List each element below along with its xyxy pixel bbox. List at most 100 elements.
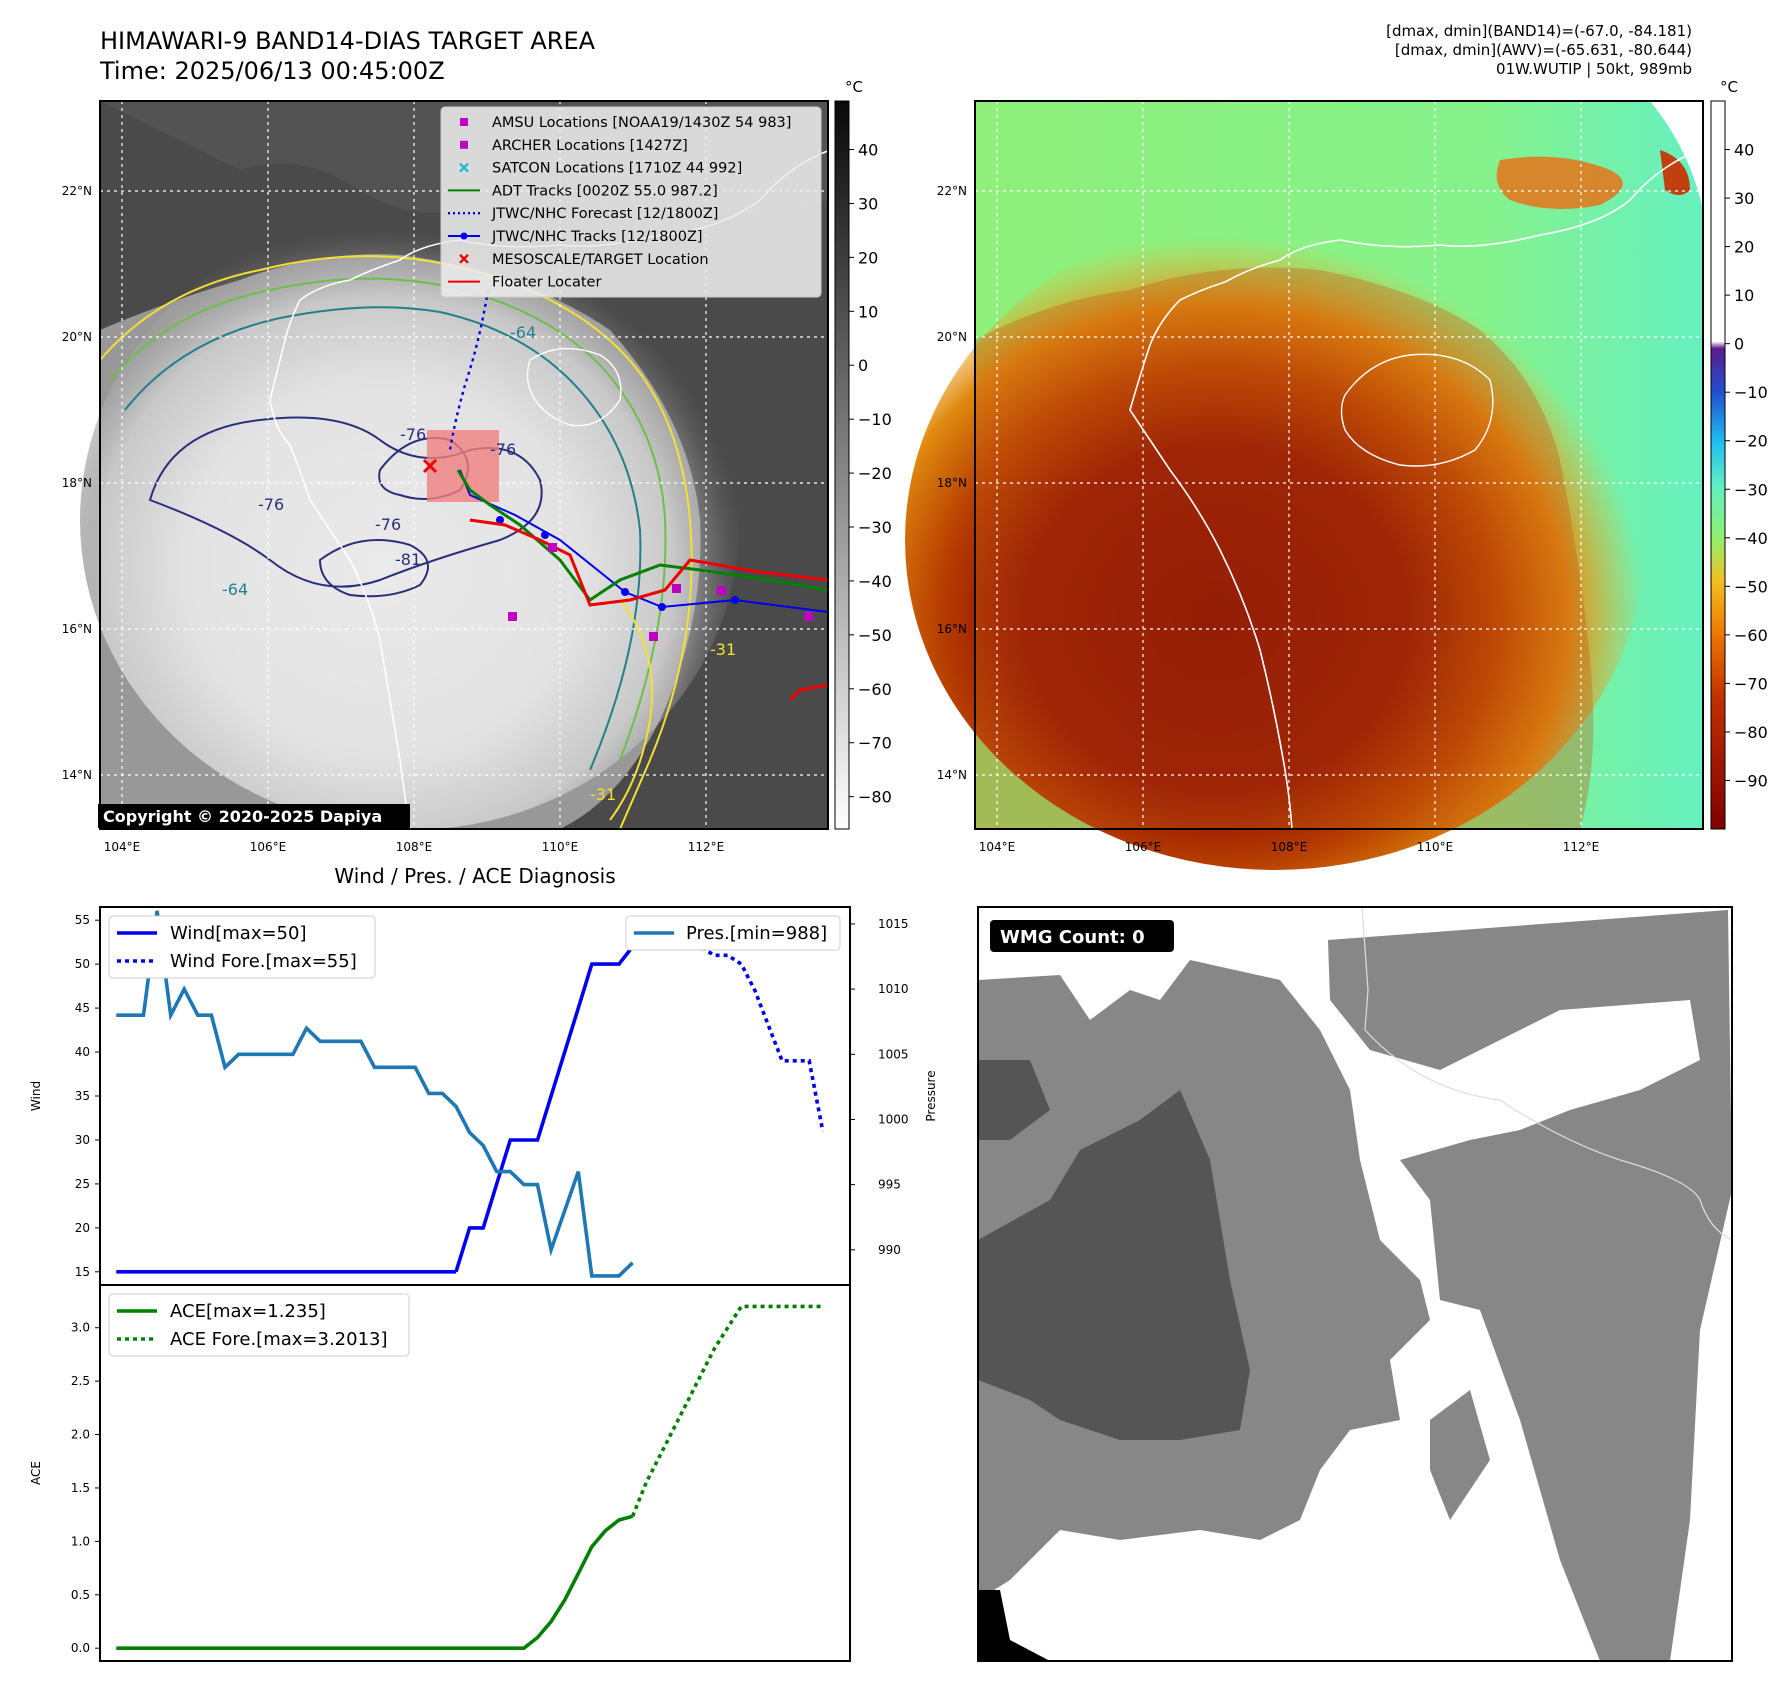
ir-colorbar-ticks: 40 30 20 10 0 −10 −20 −30 −40 −50 −60 −70 −80 [849, 141, 892, 807]
legend-item: MESOSCALE/TARGET Location [459, 252, 709, 268]
floater-track [469, 518, 829, 607]
legend-label: Pres.[min=988] [686, 923, 827, 944]
contour-yellow-east [609, 599, 653, 821]
ir-colorbar: °C 40 30 20 10 0 −10 −20 −30 −40 −50 −60 −70 −80 [834, 78, 892, 830]
lon-label: 108°E [396, 840, 433, 854]
jtwc-best-track [459, 469, 829, 613]
contour-label: -64 [222, 580, 248, 599]
colorbar-tick-label: −80 [1734, 723, 1768, 742]
ir-map-frame [99, 100, 829, 830]
lon-label: 110°E [542, 840, 579, 854]
legend-marker [459, 253, 469, 264]
contour-label: -76 [375, 515, 401, 534]
colorbar-tick-label: −40 [1734, 529, 1768, 548]
y-right-tick-label: 1005 [878, 1047, 909, 1061]
lon-label: 112°E [688, 840, 725, 854]
y-tick-label: 50 [75, 957, 90, 971]
legend-item: JTWC/NHC Tracks [12/1800Z] [448, 229, 703, 245]
adt-track [456, 469, 829, 603]
wmg-gray-strip [1300, 1240, 1380, 1430]
colorbar-tick-label: 40 [858, 141, 878, 160]
legend-marker [459, 162, 469, 173]
y-tick-label: 2.0 [71, 1428, 90, 1442]
lon-label: 104°E [104, 840, 141, 854]
colorbar-tick-label: 30 [1734, 189, 1754, 208]
colorbar-tick-label: 0 [1734, 335, 1744, 354]
contour-labels: -76 -76 -76 -76 -64 -64 -81 -31 -31 [222, 323, 736, 804]
y-tick-label: 1.0 [71, 1534, 90, 1548]
amsu-archer-markers [508, 543, 813, 641]
y-axis-label: Wind [29, 1081, 43, 1111]
lat-label: 22°N [937, 184, 967, 198]
y-right-tick-label: 1000 [878, 1112, 909, 1126]
chart-legend [108, 915, 376, 979]
series-line [116, 910, 634, 1278]
copyright-badge [98, 804, 410, 828]
awv-colorbar-ramp [1710, 100, 1726, 830]
ir-lat-labels: 22°N 20°N 18°N 16°N 14°N [62, 184, 92, 782]
colorbar-tick-label: −60 [1734, 626, 1768, 645]
lat-label: 20°N [937, 330, 967, 344]
legend-marker [460, 140, 468, 149]
coastline-hainan [526, 347, 622, 427]
y-right-axis-label: Pressure [924, 1070, 938, 1121]
y-tick-label: 2.5 [71, 1374, 90, 1388]
diagnosis-title: Wind / Pres. / ACE Diagnosis [334, 864, 615, 888]
chart-legend-right [625, 915, 841, 951]
awv-storm-shield [905, 210, 1645, 870]
legend-label: ARCHER Locations [1427Z] [492, 138, 688, 154]
colorbar-tick-label: −60 [858, 680, 892, 699]
contour-label: -64 [510, 323, 536, 342]
y-right-tick-label: 990 [878, 1243, 901, 1257]
contour-yellow [99, 255, 693, 830]
jtwc-track-points [496, 516, 739, 611]
legend-marker [460, 118, 468, 126]
ir-map-panel: -76 -76 -76 -76 -64 -64 -81 -31 -31 AMSU… [62, 100, 831, 854]
contour-teal [124, 306, 642, 771]
colorbar-tick-label: 20 [858, 248, 878, 267]
legend-item: JTWC/NHC Forecast [12/1800Z] [448, 206, 718, 222]
legend-label: ACE Fore.[max=3.2013] [170, 1329, 388, 1350]
y-tick-label: 0.0 [71, 1641, 90, 1655]
contour-label: -81 [395, 550, 421, 569]
lat-label: 22°N [62, 184, 92, 198]
map-legend: AMSU Locations [NOAA19/1430Z 54 983] ARCH… [440, 106, 822, 298]
awv-lat-labels: 22°N 20°N 18°N 16°N 14°N [937, 184, 967, 782]
awv-convection-edge [1660, 150, 1690, 195]
y-tick-label: 1.5 [71, 1481, 90, 1495]
legend-label: MESOSCALE/TARGET Location [492, 252, 709, 268]
y-tick-label: 20 [75, 1221, 90, 1235]
legend-item: SATCON Locations [1710Z 44 992] [459, 161, 742, 177]
legend-label: ACE[max=1.235] [170, 1301, 326, 1322]
legend-label: JTWC/NHC Tracks [12/1800Z] [491, 229, 703, 245]
lon-label: 106°E [1125, 840, 1162, 854]
copyright-text: Copyright © 2020-2025 Dapiya [103, 807, 382, 826]
colorbar-tick-label: −90 [1734, 771, 1768, 790]
y-tick-label: 45 [75, 1001, 90, 1015]
legend-label: JTWC/NHC Forecast [12/1800Z] [491, 206, 718, 222]
info-line-2: [dmax, dmin](AWV)=(-65.631, -80.644) [1394, 41, 1692, 59]
awv-map-panel: 22°N 20°N 18°N 16°N 14°N 104°E 106°E 108°E 110°… [905, 100, 1704, 870]
awv-coastline-mainland [1129, 149, 1701, 830]
legend-marker-dot [460, 232, 468, 240]
awv-coastline-hainan [1340, 353, 1494, 467]
colorbar-tick-label: −20 [858, 464, 892, 483]
colorbar-tick-label: 0 [858, 356, 868, 375]
wmg-gray-region-east [1328, 910, 1732, 1661]
ir-lon-labels: 104°E 106°E 108°E 110°E 112°E [104, 840, 725, 854]
awv-map-frame [974, 100, 1704, 830]
y-tick-label: 55 [75, 913, 90, 927]
target-area-box [427, 430, 499, 502]
info-line-3: 01W.WUTIP | 50kt, 989mb [1496, 60, 1692, 78]
contour-label: -76 [400, 425, 426, 444]
contour-label: -76 [258, 495, 284, 514]
target-location-marker [422, 458, 438, 474]
chart-legend [108, 1293, 410, 1357]
colorbar-tick-label: −30 [858, 518, 892, 537]
colorbar-tick-label: −50 [858, 626, 892, 645]
wmg-black-corner [978, 1590, 1050, 1661]
figure-title: HIMAWARI-9 BAND14-DIAS TARGET AREA Time:… [100, 26, 595, 86]
title-line-2: Time: 2025/06/13 00:45:00Z [100, 57, 445, 85]
awv-colorbar: °C 40 30 20 10 0 −10 −20 −30 −40 −50 −60 −70 −80 −90 [1710, 78, 1768, 830]
